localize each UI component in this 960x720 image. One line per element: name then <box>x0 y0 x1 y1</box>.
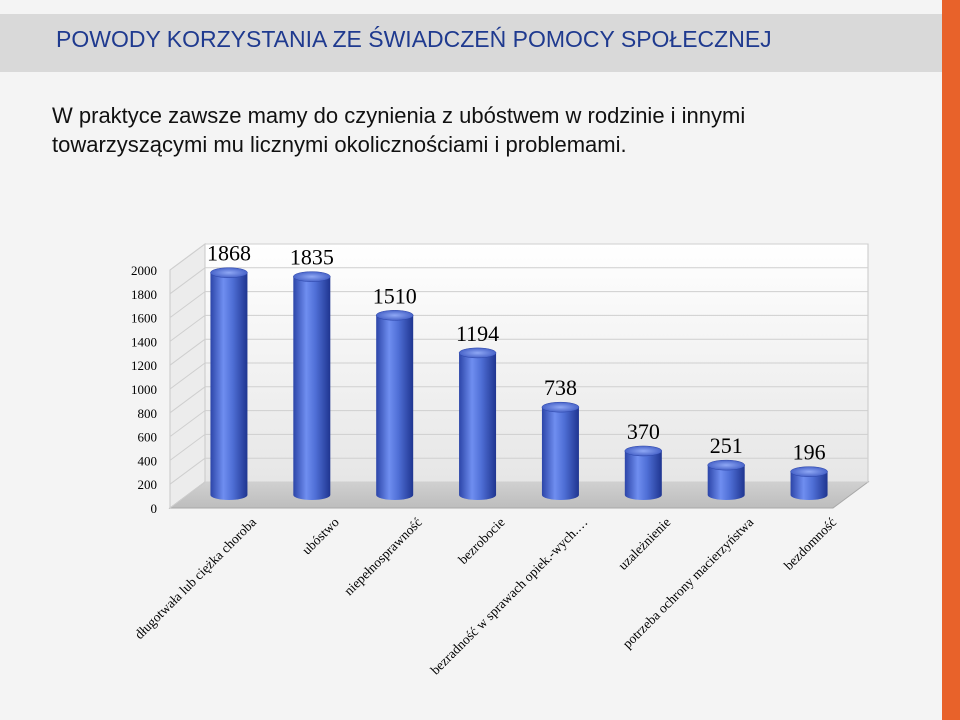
bar-cap <box>458 347 497 359</box>
bar <box>210 267 248 500</box>
chart-plot-area <box>168 243 870 509</box>
gridline-side <box>169 243 206 271</box>
bar-body <box>376 315 414 500</box>
bar <box>624 445 663 500</box>
bar-cap <box>293 271 331 282</box>
data-label: 1835 <box>290 245 334 270</box>
accent-stripe <box>942 0 960 720</box>
chart-data-labels: 1868 1835 1510 1194 738 370 251 196 <box>207 241 826 465</box>
bar-cap <box>541 401 580 413</box>
bar-body <box>624 450 662 500</box>
bar <box>293 271 331 500</box>
bar <box>790 466 828 500</box>
y-tick-label: 800 <box>138 406 158 421</box>
bar-cap <box>790 466 828 477</box>
category-label: ubóstwo <box>299 514 342 557</box>
bar-body <box>790 471 828 500</box>
bar-body <box>541 407 579 500</box>
y-tick-label: 1600 <box>131 311 157 326</box>
category-label: uzależnienie <box>615 515 673 573</box>
category-label: bezdomność <box>781 515 839 573</box>
bar-body <box>707 465 745 500</box>
gridline-side <box>169 410 206 438</box>
bar-cap <box>707 459 745 471</box>
body-line-1: W praktyce zawsze mamy do czynienia z ub… <box>52 103 746 128</box>
slide-title: POWODY KORZYSTANIA ZE ŚWIADCZEŃ POMOCY S… <box>56 26 772 52</box>
title-band <box>0 14 942 72</box>
bar-cap <box>375 310 414 321</box>
gridline-side <box>169 481 206 509</box>
category-label: potrzeba ochrony macierzyństwa <box>620 515 757 652</box>
data-label: 1510 <box>373 283 417 308</box>
bar <box>541 401 580 500</box>
y-axis-ticks: 0 200 400 600 800 1000 1200 1400 1600 1800 2000 <box>131 263 157 516</box>
y-tick-label: 1000 <box>131 382 157 397</box>
y-tick-label: 0 <box>151 501 158 516</box>
gridline-side <box>169 386 206 414</box>
gridline-side <box>169 314 206 342</box>
data-label: 738 <box>544 375 577 400</box>
bar-body <box>210 272 248 500</box>
bar-body <box>293 276 331 500</box>
body-line-2: towarzyszącymi mu licznymi okolicznościa… <box>52 132 627 157</box>
y-tick-label: 1200 <box>131 358 157 373</box>
x-axis-categories: długotwała lub ciężka choroba ubóstwo niep… <box>132 514 840 677</box>
bar <box>375 310 414 500</box>
category-label: niepełnosprawność <box>341 515 425 599</box>
gridline-side <box>169 457 206 485</box>
slide-body-text: W praktyce zawsze mamy do czynienia z ub… <box>52 101 892 159</box>
gridline-side <box>169 362 206 390</box>
category-label: długotwała lub ciężka choroba <box>132 515 260 643</box>
data-label: 196 <box>793 440 826 465</box>
bar-body <box>459 352 497 500</box>
y-tick-label: 2000 <box>131 263 157 278</box>
bar-cap <box>210 267 248 278</box>
gridline-side <box>169 338 206 366</box>
floor <box>168 481 870 509</box>
bar-cap <box>624 445 663 457</box>
y-tick-label: 400 <box>138 453 158 468</box>
gridline-side <box>169 267 206 295</box>
data-label: 370 <box>627 419 660 444</box>
y-tick-label: 600 <box>138 430 158 445</box>
y-tick-label: 200 <box>138 477 158 492</box>
chart-bars <box>210 267 828 500</box>
y-tick-label: 1800 <box>131 287 157 302</box>
y-tick-label: 1400 <box>131 334 157 349</box>
gridline-side <box>169 433 206 461</box>
bar <box>458 347 497 500</box>
data-label: 251 <box>710 433 743 458</box>
gridline-side <box>169 291 206 319</box>
category-label: bezrobocie <box>455 515 507 567</box>
bar <box>707 459 745 500</box>
category-label: bezradność w sprawach opiek.-wych.… <box>428 515 591 678</box>
data-label: 1868 <box>207 241 251 266</box>
data-label: 1194 <box>456 321 499 346</box>
